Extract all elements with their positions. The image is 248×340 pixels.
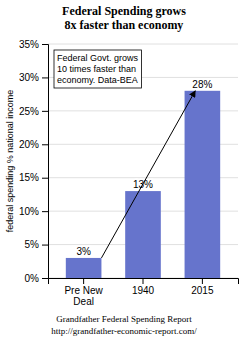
tick-label: 30% bbox=[19, 72, 39, 83]
tick-label: 0% bbox=[25, 273, 40, 284]
tick-label: Pre NewDeal bbox=[64, 285, 103, 307]
tick-label: 25% bbox=[19, 106, 39, 117]
tick-mark bbox=[202, 278, 203, 284]
text-line: http://grandfather-economic-report.com/ bbox=[51, 326, 197, 336]
tick: 20% bbox=[19, 139, 48, 150]
text-line: 2015 bbox=[191, 285, 214, 296]
data-label: 28% bbox=[192, 79, 212, 90]
tick: 10% bbox=[19, 206, 48, 217]
y-axis-title: federal spending % national income bbox=[5, 90, 15, 233]
plot: 0% 5% 10% 15% 20% 25% 30% 35% Pre NewDeal 1940 201… bbox=[19, 39, 239, 307]
data-label: 3% bbox=[76, 246, 91, 257]
tick-label: 2015 bbox=[191, 285, 214, 296]
chart: 0% 5% 10% 15% 20% 25% 30% 35% Pre NewDeal 1940 201… bbox=[0, 0, 248, 340]
x-axis: Pre NewDeal 1940 2015 bbox=[49, 278, 239, 307]
tick: 35% bbox=[19, 39, 48, 50]
tick-label: 35% bbox=[19, 39, 39, 50]
text-line: Federal Spending grows bbox=[62, 4, 186, 18]
annotation-text: Federal Govt. grows10 times faster thane… bbox=[57, 53, 139, 85]
text-line: 10 times faster than bbox=[57, 64, 136, 74]
tick: 0% bbox=[25, 273, 48, 284]
tick-label: 20% bbox=[19, 139, 39, 150]
grid-line bbox=[48, 44, 238, 45]
axis-line bbox=[42, 45, 49, 279]
tick-mark bbox=[83, 278, 84, 284]
tick-mark bbox=[42, 111, 48, 112]
axis-line bbox=[49, 279, 239, 285]
tick-mark bbox=[42, 211, 48, 212]
tick: 15% bbox=[19, 172, 48, 183]
text-line: 1940 bbox=[132, 285, 155, 296]
text-line: Pre New bbox=[64, 285, 103, 296]
tick-mark bbox=[42, 44, 48, 45]
tick-mark bbox=[42, 245, 48, 246]
tick-mark bbox=[42, 178, 48, 179]
bar bbox=[185, 91, 221, 278]
annotation-box bbox=[54, 50, 142, 88]
tick-label: 15% bbox=[19, 172, 39, 183]
tick: Pre NewDeal bbox=[64, 278, 103, 307]
tick-label: 10% bbox=[19, 206, 39, 217]
tick: 25% bbox=[19, 106, 48, 117]
tick-mark bbox=[143, 278, 144, 284]
tick-mark bbox=[42, 144, 48, 145]
bar bbox=[125, 191, 161, 278]
tick: 5% bbox=[25, 239, 48, 250]
tick-mark bbox=[42, 278, 48, 279]
trend-arrow bbox=[101, 91, 195, 258]
data-labels: 3%13%28% bbox=[76, 79, 212, 257]
annotation: Federal Govt. grows10 times faster thane… bbox=[54, 50, 142, 88]
marks bbox=[66, 91, 220, 278]
title: Federal Spending grows8x faster than eco… bbox=[62, 4, 186, 32]
grid bbox=[48, 44, 238, 278]
tick: 30% bbox=[19, 72, 48, 83]
text-line: economy. Data-BEA bbox=[57, 75, 138, 85]
text-line: Grandfather Federal Spending Report bbox=[56, 314, 192, 324]
tick-label: 1940 bbox=[132, 285, 155, 296]
text-line: Federal Govt. grows bbox=[57, 53, 139, 63]
tick-mark bbox=[42, 77, 48, 78]
y-axis: 0% 5% 10% 15% 20% 25% 30% 35% bbox=[19, 39, 49, 284]
tick: 2015 bbox=[191, 278, 214, 296]
footer: Grandfather Federal Spending Report http:… bbox=[51, 314, 197, 336]
bar bbox=[66, 258, 102, 278]
tick: 1940 bbox=[132, 278, 155, 296]
text-line: Deal bbox=[73, 296, 94, 307]
text-line: 8x faster than economy bbox=[65, 18, 184, 32]
tick-label: 5% bbox=[25, 239, 40, 250]
